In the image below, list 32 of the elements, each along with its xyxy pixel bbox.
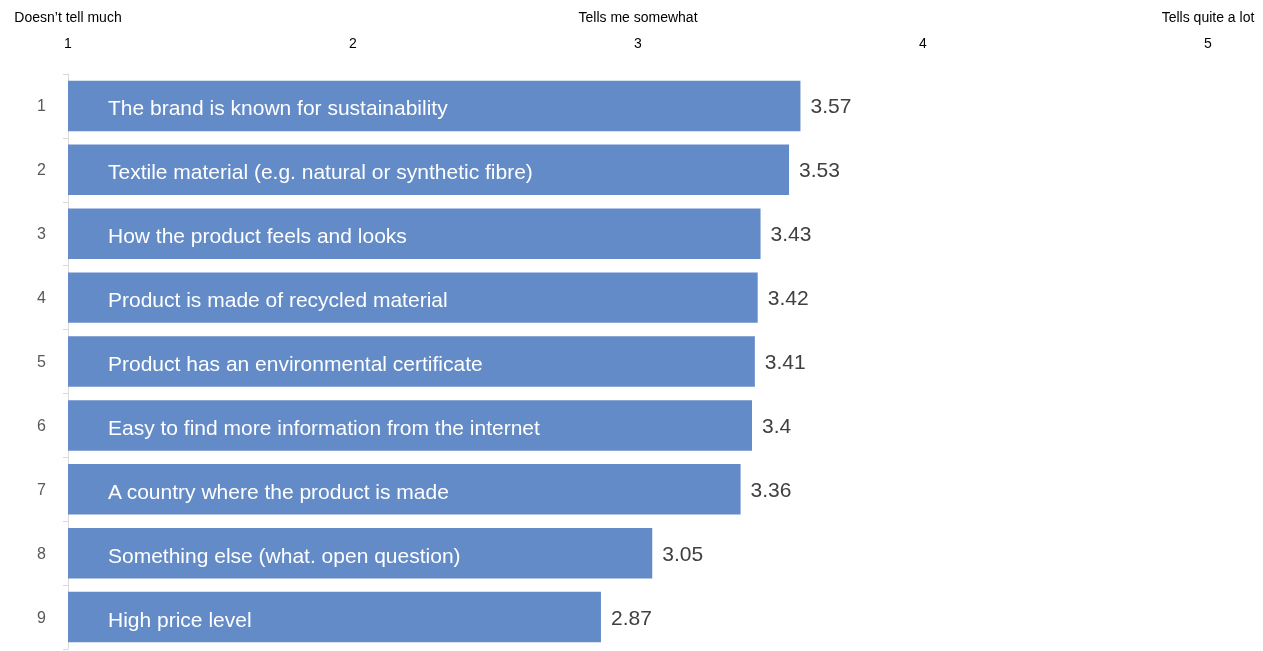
y-tick-label: 3 bbox=[37, 225, 47, 243]
annotation: Textile material (e.g. natural or synthetic fibre) bbox=[108, 160, 533, 184]
data-label: 3.4 bbox=[762, 413, 792, 437]
x-tick-label: Doesn’t tell much 1 bbox=[14, 9, 122, 51]
annotation: Product has an environmental certificate bbox=[108, 352, 483, 375]
annotation: The brand is known for sustainability bbox=[108, 96, 449, 120]
y-tick-label: 9 bbox=[37, 608, 47, 626]
y-tick-label: 8 bbox=[37, 544, 47, 562]
annotation: Something else (what. open question) bbox=[108, 543, 461, 567]
y-tick-label: 4 bbox=[37, 289, 47, 307]
data-label: 3.41 bbox=[764, 350, 806, 373]
annotation: High price level bbox=[108, 607, 252, 631]
annotation: How the product feels and looks bbox=[108, 224, 407, 248]
y-tick-label: 2 bbox=[37, 161, 47, 179]
data-label: 3.36 bbox=[750, 477, 792, 501]
data-label: 3.57 bbox=[810, 94, 852, 118]
data-label: 2.87 bbox=[610, 605, 652, 629]
data-label: 3.43 bbox=[770, 222, 812, 246]
y-tick-label: 1 bbox=[37, 97, 47, 115]
data-label: 3.53 bbox=[799, 158, 840, 182]
data-label: 3.42 bbox=[767, 286, 809, 310]
y-tick-label: 6 bbox=[37, 416, 47, 434]
data-label: 3.05 bbox=[662, 541, 704, 565]
x-tick-label: 4 bbox=[919, 35, 928, 51]
annotation: Easy to find more information from the internet bbox=[108, 415, 541, 439]
x-tick-label: Tells quite a lot 5 bbox=[1161, 9, 1255, 51]
x-tick-label: Tells me somewhat 3 bbox=[578, 9, 698, 51]
y-tick-label: 7 bbox=[37, 480, 47, 498]
y-tick-label: 5 bbox=[37, 353, 47, 370]
annotation: Product is made of recycled material bbox=[108, 288, 448, 312]
x-tick-label: 2 bbox=[349, 35, 358, 51]
annotation: A country where the product is made bbox=[108, 479, 449, 503]
